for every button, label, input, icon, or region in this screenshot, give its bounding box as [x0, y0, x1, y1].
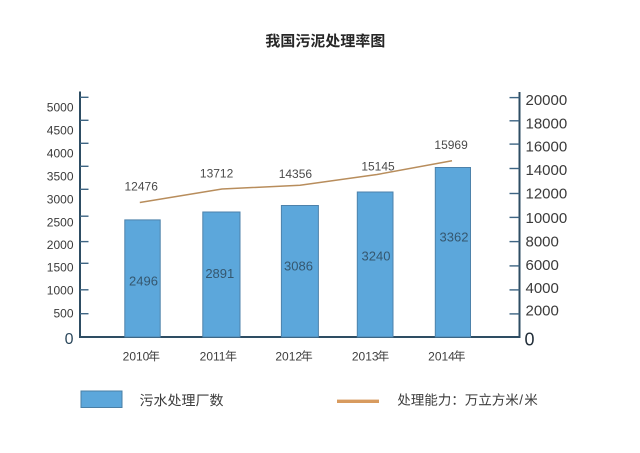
- svg-text:2000: 2000: [47, 238, 74, 252]
- svg-text:3000: 3000: [47, 193, 74, 207]
- svg-text:2011: 2011: [200, 349, 226, 363]
- svg-text:20000: 20000: [526, 92, 568, 109]
- svg-text:16000: 16000: [526, 139, 568, 156]
- svg-text:2496: 2496: [129, 274, 158, 289]
- svg-text:14000: 14000: [526, 162, 568, 179]
- svg-text:2010: 2010: [123, 349, 150, 363]
- svg-text:0: 0: [65, 331, 74, 348]
- svg-text:1000: 1000: [47, 284, 74, 298]
- svg-text:2891: 2891: [205, 266, 234, 281]
- svg-text:2012: 2012: [275, 349, 302, 363]
- svg-text:12000: 12000: [526, 185, 568, 202]
- svg-text:10000: 10000: [526, 210, 568, 227]
- svg-text:500: 500: [53, 307, 73, 321]
- svg-text:6000: 6000: [526, 257, 559, 274]
- svg-text:4500: 4500: [47, 123, 74, 137]
- svg-text:2000: 2000: [526, 303, 559, 320]
- svg-text:2013: 2013: [352, 349, 379, 363]
- svg-text:14356: 14356: [279, 167, 313, 181]
- svg-text:15145: 15145: [361, 160, 395, 174]
- svg-text:5000: 5000: [47, 100, 74, 114]
- svg-text:4000: 4000: [526, 280, 559, 297]
- svg-text:13712: 13712: [200, 166, 234, 180]
- svg-text:15969: 15969: [434, 138, 468, 152]
- svg-text:3240: 3240: [362, 249, 391, 264]
- svg-text:2014: 2014: [428, 349, 455, 363]
- svg-text:0: 0: [525, 330, 535, 350]
- svg-text:/: /: [519, 393, 523, 408]
- svg-text:4000: 4000: [47, 146, 74, 160]
- svg-text:18000: 18000: [526, 115, 568, 132]
- svg-text:3086: 3086: [284, 258, 313, 273]
- svg-text:3362: 3362: [440, 230, 469, 245]
- svg-text:12476: 12476: [125, 179, 159, 193]
- svg-text:2500: 2500: [47, 215, 74, 229]
- svg-text:1500: 1500: [47, 261, 74, 275]
- svg-text:3500: 3500: [47, 169, 74, 183]
- svg-text:8000: 8000: [526, 234, 559, 251]
